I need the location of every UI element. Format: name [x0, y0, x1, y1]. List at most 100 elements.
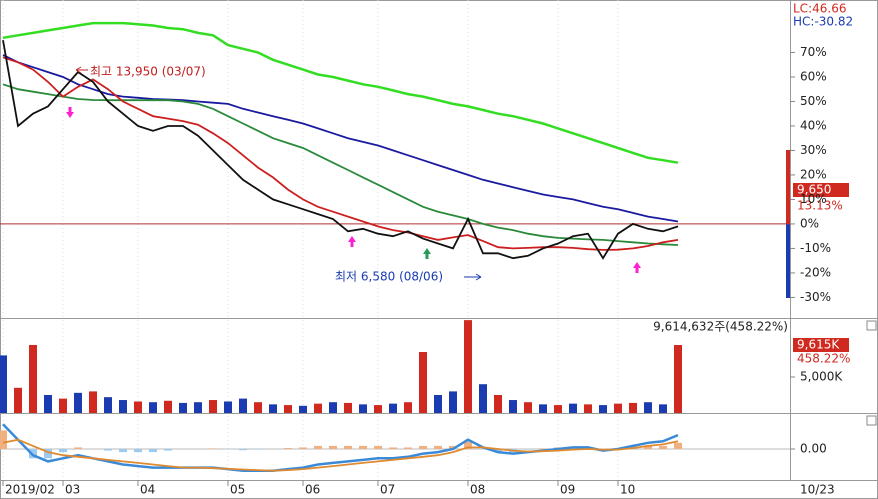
volume-bar [134, 401, 142, 413]
high-annotation: 최고 13,950 (03/07) [90, 65, 206, 79]
volume-bar [419, 352, 427, 413]
low-annotation: 최저 6,580 (08/06) [335, 270, 443, 284]
range-bar [786, 150, 790, 224]
volume-bar [389, 403, 397, 413]
y-tick-label: 5,000K [800, 370, 843, 384]
volume-bar [524, 402, 532, 413]
histogram-bar [464, 441, 472, 449]
y-tick-label: 40% [800, 118, 827, 132]
y-tick-label: -30% [800, 290, 831, 304]
histogram-bar [254, 449, 262, 450]
x-tick-label: 10 [620, 483, 635, 497]
volume-bar [374, 405, 382, 413]
line-series [2, 83, 679, 246]
line-series [2, 40, 679, 260]
volume-bar [434, 395, 442, 413]
histogram-bar [209, 448, 217, 449]
x-tick-label: 04 [140, 483, 155, 497]
histogram-bar [119, 449, 127, 453]
histogram-bar [644, 445, 652, 449]
histogram-bar [164, 449, 172, 451]
volume-bar [464, 320, 472, 413]
y-tick-label: 0.00 [800, 442, 827, 456]
volume-bar [449, 391, 457, 413]
volume-bar [0, 355, 7, 413]
histogram-bar [434, 445, 442, 449]
volume-bar [209, 400, 217, 413]
volume-bar [599, 405, 607, 413]
volume-box [793, 338, 849, 352]
histogram-bar [59, 449, 67, 453]
volume-bar [674, 345, 682, 413]
histogram-bar [134, 449, 142, 453]
volume-bar [164, 400, 172, 413]
y-tick-label: 30% [800, 143, 827, 157]
y-tick-label: 70% [800, 45, 827, 59]
low-arrow [464, 273, 482, 281]
x-tick-label: 03 [65, 483, 80, 497]
x-tick-label: 07 [380, 483, 395, 497]
range-bar [786, 224, 790, 298]
close-box[interactable] [866, 415, 877, 426]
last-price-label: 9,650 [797, 183, 831, 197]
volume-bar [254, 402, 262, 413]
volume-bar [614, 403, 622, 413]
close-box[interactable] [866, 320, 877, 331]
volume-bar [359, 404, 367, 413]
histogram-bar [389, 447, 397, 449]
volume-bar [149, 402, 157, 413]
histogram-bar [404, 447, 412, 449]
volume-bar [179, 402, 187, 413]
y-tick-label: 60% [800, 69, 827, 83]
histogram-bar [674, 442, 682, 449]
volume-bar [479, 384, 487, 413]
histogram-bar [524, 449, 532, 450]
date-label: 10/23 [800, 483, 835, 497]
volume-bar [509, 400, 517, 413]
volume-bar [494, 395, 502, 413]
x-tick-label: 09 [560, 483, 575, 497]
histogram-bar [239, 449, 247, 451]
x-tick-label: 05 [230, 483, 245, 497]
last-ratio-label: 458.22% [797, 352, 850, 366]
volume-bar [644, 402, 652, 413]
price-box [793, 183, 849, 197]
volume-bar [74, 392, 82, 413]
histogram-bar [299, 447, 307, 449]
histogram-bar [149, 449, 157, 453]
histogram-bar [314, 445, 322, 449]
histogram-bar [284, 448, 292, 449]
signal-arrow [423, 248, 431, 259]
volume-bar [224, 401, 232, 413]
volume-bar [569, 403, 577, 413]
histogram-bar [659, 445, 667, 449]
histogram-bar [539, 448, 547, 449]
histogram-bar [359, 445, 367, 449]
volume-bar [554, 405, 562, 413]
volume-bar [299, 405, 307, 413]
volume-bar [44, 395, 52, 413]
volume-bar [539, 404, 547, 413]
histogram-bar [74, 447, 82, 449]
y-tick-label: 0% [800, 216, 819, 230]
histogram-bar [374, 445, 382, 449]
y-tick-label: 20% [800, 167, 827, 181]
volume-bar [269, 404, 277, 413]
volume-bar [89, 391, 97, 413]
histogram-bar [449, 445, 457, 449]
histogram-bar [104, 449, 112, 451]
volume-bar [59, 398, 67, 413]
y-tick-label: 50% [800, 94, 827, 108]
volume-bar [239, 398, 247, 413]
volume-bar [194, 402, 202, 413]
volume-bar [314, 403, 322, 413]
volume-bar [14, 387, 22, 413]
volume-bar [629, 402, 637, 413]
histogram-bar [0, 430, 7, 449]
line-series [2, 423, 679, 472]
histogram-bar [329, 445, 337, 449]
x-tick-label: 06 [305, 483, 320, 497]
y-tick-label: 10% [800, 192, 827, 206]
signal-arrow [66, 107, 74, 118]
signal-arrow [633, 262, 641, 273]
